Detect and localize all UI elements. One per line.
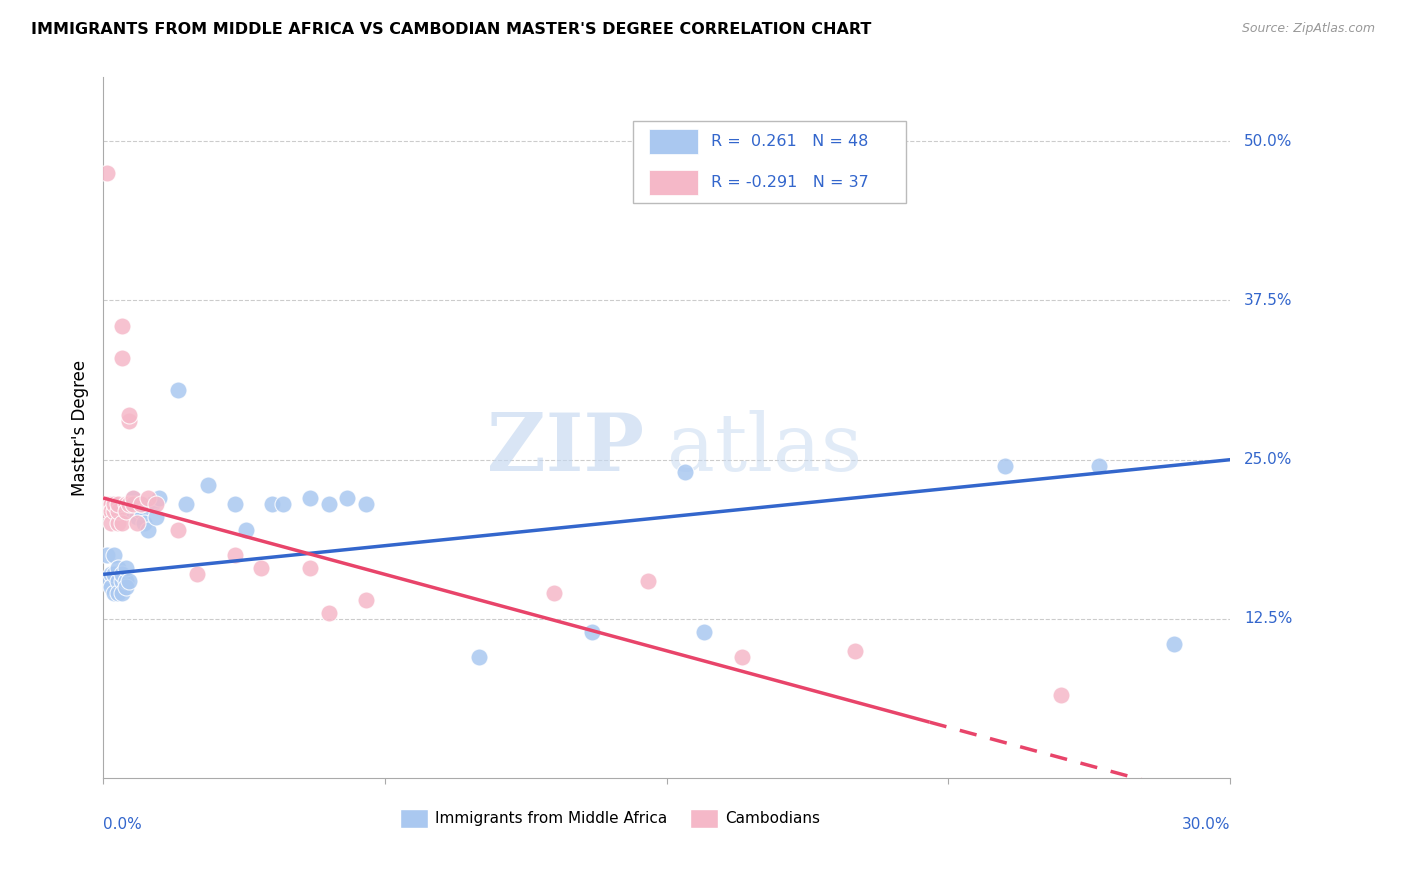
Y-axis label: Master's Degree: Master's Degree [72,359,89,496]
Text: 12.5%: 12.5% [1244,611,1292,626]
Point [354,497,377,511]
Point [318,497,340,511]
Point [122,497,145,511]
Point [103,503,125,517]
Point [129,497,152,511]
Text: ZIP: ZIP [486,409,644,488]
Point [250,561,273,575]
Point [114,497,136,511]
Point [107,586,129,600]
Point [118,414,141,428]
Point [129,503,152,517]
Point [96,548,118,562]
Point [581,624,603,639]
Point [354,592,377,607]
Text: 25.0%: 25.0% [1244,452,1292,467]
Point [103,548,125,562]
Text: 37.5%: 37.5% [1244,293,1292,308]
Text: atlas: atlas [666,409,862,488]
Point [96,503,118,517]
Point [100,580,122,594]
Point [107,516,129,531]
Point [107,497,129,511]
Point [994,458,1017,473]
Point [125,497,148,511]
Point [298,491,321,505]
Point [1163,637,1185,651]
Point [122,491,145,505]
Point [186,567,208,582]
Point [125,510,148,524]
Point [637,574,659,588]
Point [136,491,159,505]
Point [118,408,141,422]
Point [118,503,141,517]
Point [122,503,145,517]
Legend: Immigrants from Middle Africa, Cambodians: Immigrants from Middle Africa, Cambodian… [394,803,827,834]
Point [224,497,246,511]
Point [129,497,152,511]
Text: 30.0%: 30.0% [1181,817,1230,832]
Point [96,166,118,180]
Point [134,516,156,531]
Point [543,586,565,600]
Point [318,606,340,620]
Point [96,574,118,588]
Point [224,548,246,562]
Point [103,497,125,511]
Point [100,567,122,582]
Point [273,497,295,511]
Point [103,567,125,582]
Point [100,516,122,531]
Point [675,466,697,480]
Point [167,383,190,397]
Point [145,510,167,524]
Point [235,523,257,537]
Point [136,523,159,537]
Point [145,497,167,511]
Text: R = -0.291   N = 37: R = -0.291 N = 37 [711,175,869,190]
Point [107,574,129,588]
Point [96,497,118,511]
Point [731,650,754,665]
Point [118,497,141,511]
Point [114,580,136,594]
Point [107,561,129,575]
Point [111,351,134,365]
Point [262,497,284,511]
Point [111,586,134,600]
Text: 0.0%: 0.0% [103,817,142,832]
Point [103,586,125,600]
Point [125,516,148,531]
Point [141,497,163,511]
Point [468,650,491,665]
Point [118,574,141,588]
Text: IMMIGRANTS FROM MIDDLE AFRICA VS CAMBODIAN MASTER'S DEGREE CORRELATION CHART: IMMIGRANTS FROM MIDDLE AFRICA VS CAMBODI… [31,22,872,37]
Point [693,624,716,639]
Point [111,318,134,333]
Point [122,491,145,505]
Point [100,497,122,511]
Point [118,497,141,511]
Point [111,574,134,588]
Point [167,523,190,537]
Point [111,567,134,582]
Point [111,516,134,531]
Point [298,561,321,575]
Point [336,491,359,505]
Text: 50.0%: 50.0% [1244,134,1292,149]
Point [114,503,136,517]
Point [174,497,197,511]
Point [148,491,170,505]
Point [114,561,136,575]
Point [1087,458,1109,473]
Text: Source: ZipAtlas.com: Source: ZipAtlas.com [1241,22,1375,36]
Point [197,478,219,492]
Point [107,503,129,517]
Point [1050,689,1073,703]
Point [844,644,866,658]
Point [114,574,136,588]
Point [100,503,122,517]
Text: R =  0.261   N = 48: R = 0.261 N = 48 [711,134,868,149]
